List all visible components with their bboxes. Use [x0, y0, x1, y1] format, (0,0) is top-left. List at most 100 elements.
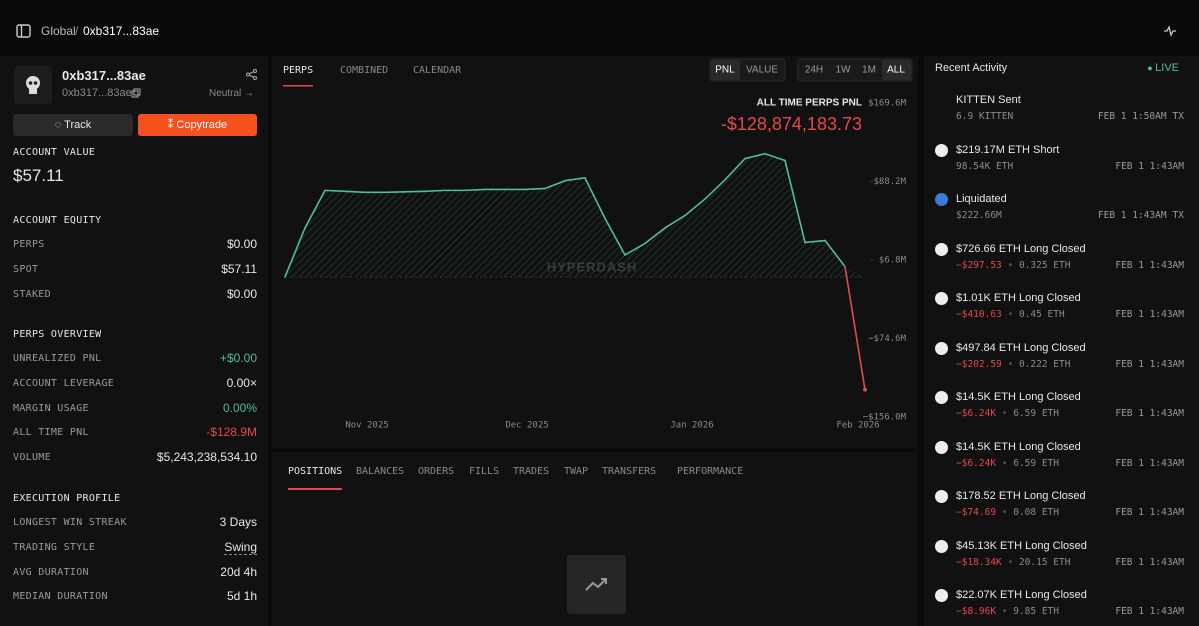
metric-value: $57.11 [221, 261, 257, 276]
activity-title: $497.84 ETH Long Closed [956, 341, 1086, 354]
pnl-line-segment [744, 152, 766, 160]
activity-title: $45.13K ETH Long Closed [956, 539, 1087, 552]
x-tick-label: Feb 2026 [836, 421, 879, 431]
positions-tab[interactable]: TRANSFERS [602, 466, 657, 477]
x-tick-label: Nov 2025 [345, 421, 388, 431]
active-tab-underline [283, 85, 313, 87]
metric-value: $0.00 [226, 286, 257, 301]
activity-time: FEB 1 1:43AM [1115, 359, 1184, 370]
positions-tab[interactable]: TWAP [564, 466, 589, 477]
metric-value: Swing [224, 539, 257, 555]
range-option[interactable]: 24H [805, 65, 823, 76]
chart: PERPS COMBINED CALENDAR PNL VALUE 24H 1W 1M ALL A… [283, 58, 913, 431]
activity-time-text: FEB 1 1:43AM [1115, 507, 1184, 518]
metric-value: 0.00% [222, 400, 257, 415]
activity-title: $1.01K ETH Long Closed [956, 292, 1081, 304]
copy-icon[interactable] [131, 88, 141, 98]
separator: • [1001, 259, 1019, 271]
crumb-root[interactable]: Global [41, 24, 76, 38]
avatar [14, 66, 52, 104]
activity-time-text: FEB 1 1:43AM [1115, 457, 1184, 469]
pnl-line-segment [704, 178, 726, 200]
range-active [882, 60, 911, 80]
activity-icon [935, 341, 948, 355]
activity-time-text: FEB 1 1:50AM [1097, 111, 1167, 122]
separator: • [996, 507, 1014, 518]
activity-time: FEB 1 1:43AM [1115, 408, 1184, 419]
activity-time: FEB 1 1:43AM [1115, 309, 1184, 320]
chart-tab[interactable]: PERPS [283, 65, 313, 76]
pnl-headline: -$128,874,183.73 [721, 114, 862, 134]
activity-size: 0.08 ETH [1013, 507, 1059, 518]
chart-tab[interactable]: CALENDAR [413, 65, 462, 76]
activity-icon [935, 391, 948, 404]
profile-panel: 0xb317...83ae 0xb317...83ae Neutral → ◌ … [0, 56, 268, 626]
activity-detail: 6.9 KITTEN [956, 111, 1013, 122]
positions-tab[interactable]: FILLS [469, 466, 500, 477]
pnl-line-segment [344, 190, 366, 194]
tx-link[interactable]: TX [1172, 111, 1184, 122]
activity-icon [935, 589, 948, 602]
activity-title: $22.07K ETH Long Closed [956, 589, 1087, 601]
activity-time: FEB 1 1:50AM TX [1098, 111, 1184, 122]
mode-option[interactable]: PNL [715, 65, 735, 76]
activity-title: $14.5K ETH Long Closed [956, 391, 1081, 403]
metric-label: PERPS [13, 239, 45, 250]
activity-time-text: FEB 1 1:43AM [1115, 556, 1184, 568]
pnl-line-segment [784, 159, 806, 244]
activity-icon [935, 539, 948, 553]
activity-time-text: FEB 1 1:43AM [1115, 408, 1184, 419]
positions-tab[interactable]: PERFORMANCE [677, 466, 744, 477]
separator: • [1001, 556, 1019, 568]
separator: • [1001, 309, 1019, 320]
activity-icon [935, 292, 948, 305]
activity-pnl: −$202.59 [956, 358, 1002, 370]
positions-tab[interactable]: ORDERS [418, 466, 455, 477]
activity-time: FEB 1 1:43AM [1115, 458, 1184, 469]
share-icon[interactable] [246, 69, 257, 80]
activity-detail: −$18.34K • 20.15 ETH [956, 557, 1070, 568]
metric-label: MARGIN USAGE [13, 402, 89, 414]
pnl-line-segment [284, 227, 306, 278]
activity-detail: $222.66M [956, 210, 1002, 221]
separator: • [996, 457, 1014, 469]
activity-size: 0.45 ETH [1018, 309, 1065, 320]
separator: • [996, 408, 1014, 419]
activity-pnl: −$297.53 [956, 259, 1002, 271]
sidebar-toggle[interactable] [16, 24, 31, 38]
tx-link[interactable]: TX [1172, 210, 1184, 221]
pnl-area [285, 153, 865, 277]
activity-title: $14.5K ETH Long Closed [956, 440, 1081, 453]
positions-tab[interactable]: BALANCES [356, 466, 405, 477]
activity-time-text: FEB 1 1:43AM [1115, 259, 1184, 271]
activity-title: $726.66 ETH Long Closed [956, 242, 1086, 255]
profile-address[interactable]: 0xb317...83ae [62, 87, 132, 99]
metric-value: 3 Days [219, 515, 257, 529]
activity-size: 98.54K ETH [956, 160, 1014, 172]
pnl-line-segment [604, 217, 626, 256]
pnl-line-segment [844, 265, 866, 391]
activity-detail: −$74.69 • 0.08 ETH [956, 507, 1059, 518]
range-option[interactable]: 1M [862, 65, 876, 76]
y-tick-label: −$74.6M [868, 334, 907, 344]
metric-label: MEDIAN DURATION [13, 591, 108, 603]
positions-tab[interactable]: POSITIONS [288, 466, 343, 477]
activity-detail: −$6.24K • 6.59 ETH [956, 458, 1059, 469]
range-option[interactable]: ALL [887, 65, 905, 76]
activity-detail: −$6.24K • 6.59 ETH [956, 408, 1059, 419]
positions-tab[interactable]: TRADES [513, 466, 550, 477]
copytrade-button[interactable]: ⁑ Copytrade [138, 114, 257, 136]
mode-option[interactable]: VALUE [746, 65, 778, 76]
activity-icon [935, 440, 948, 454]
section-title: PERPS OVERVIEW [13, 329, 102, 340]
activity-pnl: −$18.34K [956, 556, 1002, 568]
activity-time-text: FEB 1 1:43AM [1115, 160, 1184, 172]
activity-panel: Recent Activity ● LIVE KITTEN Sent 6.9 KI… [924, 56, 1199, 626]
activity-icon[interactable] [1163, 25, 1177, 37]
track-button[interactable]: ◌ Track [13, 114, 133, 136]
stance[interactable]: Neutral → [208, 88, 254, 99]
range-option[interactable]: 1W [836, 65, 852, 76]
chart-tab[interactable]: COMBINED [340, 65, 388, 76]
pnl-line-segment [584, 177, 606, 220]
activity-detail: 98.54K ETH [956, 161, 1013, 172]
